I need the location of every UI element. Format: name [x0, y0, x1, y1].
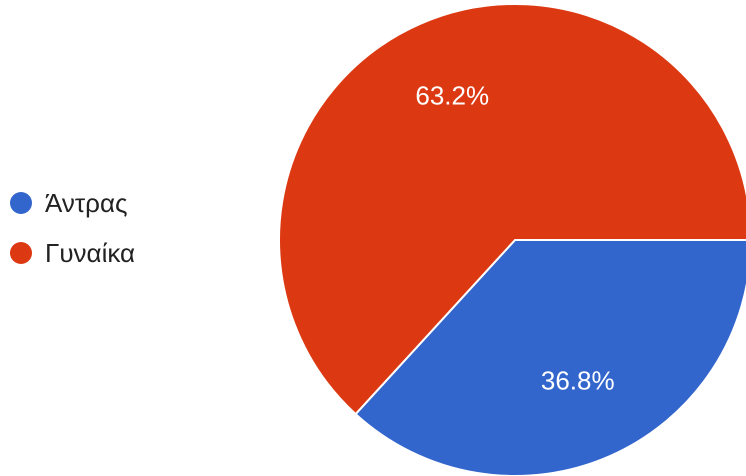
pie-slice-antras[interactable] [354, 239, 746, 476]
legend-swatch-antras [10, 192, 32, 214]
chart-legend: Άντρας Γυναίκα [10, 186, 135, 286]
legend-label-antras: Άντρας [45, 188, 128, 218]
slice-label-antras: 36.8% [541, 365, 615, 395]
pie-slices [278, 3, 746, 476]
pie-slice-labels: 36.8% 63.2% [415, 80, 614, 395]
pie-slice-gynaika[interactable] [278, 3, 746, 416]
legend-swatch-gynaika [10, 242, 32, 264]
legend-item-gynaika[interactable]: Γυναίκα [10, 236, 135, 270]
legend-item-antras[interactable]: Άντρας [10, 186, 135, 220]
legend-label-gynaika: Γυναίκα [45, 238, 136, 268]
slice-label-gynaika: 63.2% [415, 80, 489, 110]
